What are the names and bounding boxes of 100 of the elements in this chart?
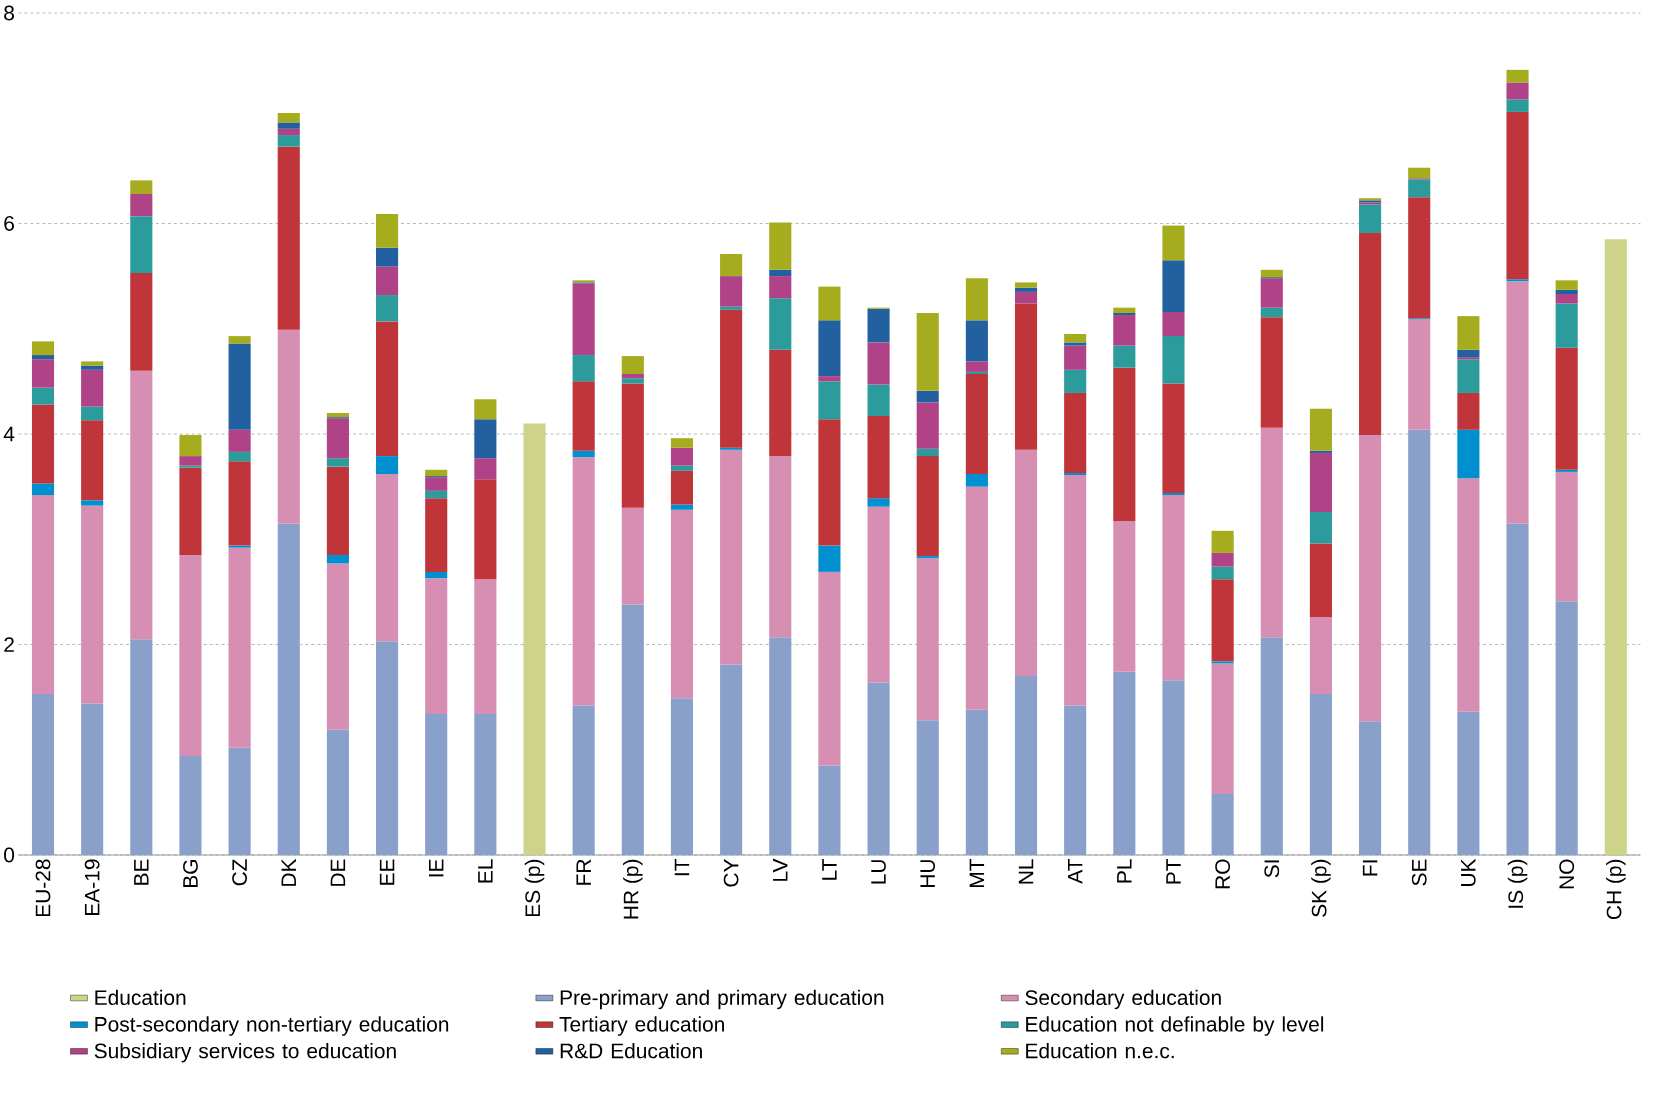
bar <box>1260 317 1283 428</box>
bar <box>621 507 644 605</box>
bar <box>277 523 300 855</box>
x-tick-label: DE <box>330 859 346 886</box>
x-tick-label: HR (p) <box>623 859 643 919</box>
bar <box>867 308 890 343</box>
bar <box>326 466 349 556</box>
bar <box>228 343 251 430</box>
bar <box>474 713 497 855</box>
bar <box>572 355 595 382</box>
bar <box>720 309 743 448</box>
bar <box>277 112 300 123</box>
bar <box>572 450 595 458</box>
x-tick-label: LU <box>871 860 886 884</box>
x-tick-label: FR <box>576 859 591 885</box>
bar <box>1162 383 1185 493</box>
bar <box>1457 392 1480 430</box>
bar <box>31 404 55 484</box>
bar <box>670 504 694 510</box>
bar <box>965 473 988 487</box>
bar <box>1162 680 1185 855</box>
bar <box>1211 661 1234 664</box>
bar <box>965 374 988 474</box>
bar <box>376 295 399 322</box>
bar <box>474 419 497 459</box>
legend-label: Subsidiary services to education <box>94 1042 396 1063</box>
bar <box>81 703 104 855</box>
bar <box>1162 311 1185 337</box>
x-tick-label: HU <box>920 860 936 888</box>
bar <box>769 222 792 270</box>
bar <box>720 276 743 307</box>
x-tick-label: EU-28 <box>35 859 51 917</box>
bar <box>621 374 644 379</box>
legend-label: Pre-primary and primary education <box>560 989 884 1010</box>
bar <box>1064 705 1087 855</box>
bar <box>1309 452 1332 512</box>
bar <box>179 456 202 466</box>
bar <box>1309 450 1332 453</box>
bar <box>670 447 694 466</box>
bar <box>670 698 694 855</box>
bar <box>867 682 890 855</box>
legend-label: Tertiary education <box>559 1016 724 1036</box>
bar <box>867 342 890 385</box>
bar <box>1309 408 1332 451</box>
bar <box>474 399 497 420</box>
bar <box>277 122 300 129</box>
x-tick-label: CY <box>723 858 739 887</box>
bar <box>130 180 153 195</box>
bar <box>1260 269 1283 278</box>
bar <box>31 483 55 496</box>
bar <box>1408 179 1431 198</box>
bar <box>1309 693 1332 855</box>
bar <box>376 214 399 248</box>
bar <box>376 473 399 642</box>
bar <box>277 128 300 136</box>
bar <box>326 412 349 418</box>
legend-label: Education not definable by level <box>1026 1016 1324 1036</box>
bar <box>1260 278 1283 308</box>
bar <box>1014 291 1038 304</box>
bar <box>326 418 349 459</box>
bar <box>179 465 202 468</box>
bar <box>916 556 939 559</box>
bar <box>769 637 792 855</box>
bar <box>769 298 792 350</box>
bar <box>474 479 497 580</box>
bar <box>1359 232 1382 436</box>
bar <box>31 355 55 360</box>
bar <box>1457 478 1480 712</box>
bar <box>326 563 349 730</box>
bar <box>572 283 595 356</box>
x-tick-label: IS (p) <box>1507 859 1528 908</box>
bar <box>1113 521 1136 672</box>
bar <box>769 349 792 457</box>
bar <box>1457 316 1480 350</box>
bar <box>1506 69 1529 83</box>
bar <box>1064 342 1087 346</box>
bar <box>621 604 644 855</box>
x-tick-label: AT <box>1067 859 1083 884</box>
bar <box>81 505 104 704</box>
bar <box>1113 307 1136 313</box>
bar <box>1014 676 1038 855</box>
bar <box>1211 566 1234 580</box>
x-tick-label: EE <box>379 859 395 885</box>
x-tick-label: CZ <box>232 859 248 886</box>
bar <box>31 387 55 405</box>
x-tick-label: LT <box>822 859 837 880</box>
x-tick-label: DK <box>281 858 296 886</box>
bar <box>228 747 251 855</box>
bar <box>818 571 841 766</box>
bar <box>474 458 497 480</box>
bar <box>1408 429 1431 855</box>
bar <box>965 361 988 372</box>
bar <box>81 406 104 421</box>
x-tick-label: IT <box>674 859 690 876</box>
bar <box>1113 345 1136 368</box>
bar <box>769 456 792 638</box>
bar <box>1408 319 1431 430</box>
x-tick-label: BE <box>134 859 149 885</box>
bar <box>425 571 448 579</box>
bar <box>31 341 55 356</box>
